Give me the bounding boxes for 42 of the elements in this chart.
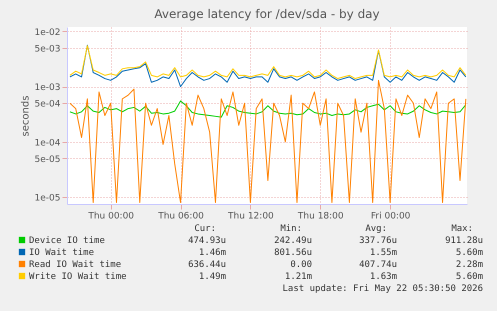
text: 2.28m [456, 260, 483, 270]
text: 5.60m [456, 272, 483, 282]
text: 1.46m [198, 248, 226, 258]
x-tick-label: Fri 00:00 [370, 212, 411, 222]
text: 5.60m [456, 248, 483, 258]
y-tick-label: 1e-04 [34, 138, 61, 148]
text: 636.44u [188, 260, 226, 270]
legend-label: Device IO time [29, 236, 105, 246]
line-series [69, 44, 466, 88]
text: 801.56u [274, 248, 312, 258]
y-tick-label: 5e-05 [34, 154, 60, 165]
legend-label: Write IO Wait time [29, 272, 127, 282]
legend-label: Read IO Wait time [29, 260, 122, 270]
y-tick-label: 1e-02 [34, 28, 60, 38]
text: Avg: [365, 224, 387, 234]
text: Min: [280, 224, 302, 234]
text: 1.63m [370, 272, 397, 282]
text: 407.74u [359, 260, 397, 270]
text: 911.28u [445, 236, 483, 246]
text: Max: [451, 224, 473, 234]
chart-title: Average latency for /dev/sda - by day [154, 7, 380, 21]
line-series [69, 100, 466, 118]
text: 242.49u [274, 236, 312, 246]
y-tick-label: 5e-04 [34, 100, 61, 110]
legend-label: IO Wait time [29, 248, 94, 258]
x-tick-label: Thu 12:00 [227, 212, 274, 222]
text: Cur: [194, 224, 216, 234]
y-tick-label: 1e-05 [34, 194, 60, 204]
y-axis-title: seconds [20, 96, 32, 136]
x-tick-label: Thu 06:00 [157, 212, 204, 222]
text: 337.76u [359, 236, 397, 246]
text: Last update: Fri May 22 05:30:50 2026 [282, 284, 483, 294]
x-tick-label: Thu 00:00 [87, 212, 134, 222]
text: 1.55m [370, 248, 397, 258]
y-tick-label: 1e-03 [34, 83, 60, 94]
text: 1.49m [198, 272, 226, 282]
y-tick-label: 5e-03 [34, 44, 60, 55]
text: 0.00 [290, 260, 312, 270]
line-series [69, 45, 466, 80]
text: 1.21m [284, 272, 312, 282]
x-tick-label: Thu 18:00 [296, 212, 344, 222]
text: 474.93u [188, 236, 226, 246]
